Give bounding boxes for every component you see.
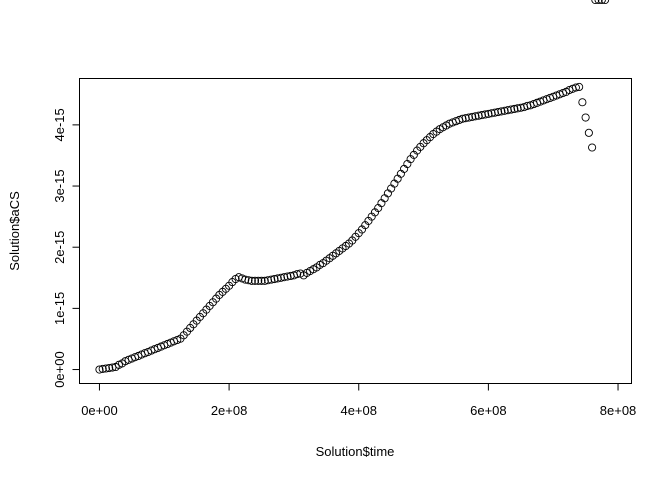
data-point <box>263 276 273 285</box>
data-point <box>267 275 276 284</box>
data-point <box>273 274 282 283</box>
y-tick-label: 1e-15 <box>52 292 67 325</box>
data-point <box>484 109 493 118</box>
data-point <box>584 128 593 137</box>
x-tick-label: 6e+08 <box>470 403 507 418</box>
data-point <box>487 109 496 118</box>
data-point <box>594 0 603 5</box>
data-point <box>503 106 512 115</box>
y-axis-label: Solution$aCS <box>7 191 22 271</box>
data-point <box>260 276 269 285</box>
data-point <box>490 108 499 117</box>
x-tick-label: 8e+08 <box>600 403 637 418</box>
data-point <box>474 111 483 120</box>
data-point <box>468 112 477 121</box>
x-tick-label: 0e+00 <box>81 403 118 418</box>
y-tick-label: 0e+00 <box>52 351 67 388</box>
data-point <box>250 276 260 285</box>
data-point <box>241 275 250 284</box>
x-axis-label: Solution$time <box>316 444 395 459</box>
data-point <box>477 111 486 120</box>
data-point <box>591 0 600 5</box>
data-point <box>601 0 610 5</box>
data-point <box>578 98 587 107</box>
data-point <box>280 273 289 282</box>
data-point <box>101 364 110 373</box>
data-point <box>571 83 580 92</box>
data-point <box>494 107 503 117</box>
data-point <box>293 270 302 279</box>
data-point <box>276 273 286 282</box>
y-axis: 0e+00 1e-15 2e-15 3e-15 4e-15 <box>52 108 80 388</box>
data-point <box>105 363 114 373</box>
data-point <box>500 106 509 115</box>
data-point <box>471 112 480 121</box>
data-point <box>247 276 256 285</box>
data-point <box>588 143 597 152</box>
data-point <box>581 113 590 122</box>
data-point <box>257 276 266 285</box>
y-tick-label: 4e-15 <box>52 108 67 141</box>
x-tick-label: 2e+08 <box>211 403 248 418</box>
data-point <box>510 104 519 114</box>
x-axis: 0e+00 2e+08 4e+08 6e+08 8e+08 <box>81 383 637 418</box>
data-point <box>283 272 292 281</box>
data-point <box>507 105 516 114</box>
data-point <box>458 114 467 123</box>
y-tick-label: 3e-15 <box>52 169 67 202</box>
data-point <box>254 276 263 285</box>
data-point <box>270 274 279 284</box>
x-tick-label: 4e+08 <box>340 403 377 418</box>
data-point <box>464 113 473 122</box>
data-point <box>597 0 606 5</box>
data-point <box>244 276 253 285</box>
data-point <box>481 110 490 119</box>
y-tick-label: 2e-15 <box>52 231 67 264</box>
data-point <box>98 364 107 373</box>
data-point <box>497 107 506 116</box>
data-point <box>513 104 522 113</box>
data-point <box>461 114 470 123</box>
data-points <box>95 0 610 374</box>
data-point <box>95 365 104 374</box>
data-point <box>575 82 584 92</box>
